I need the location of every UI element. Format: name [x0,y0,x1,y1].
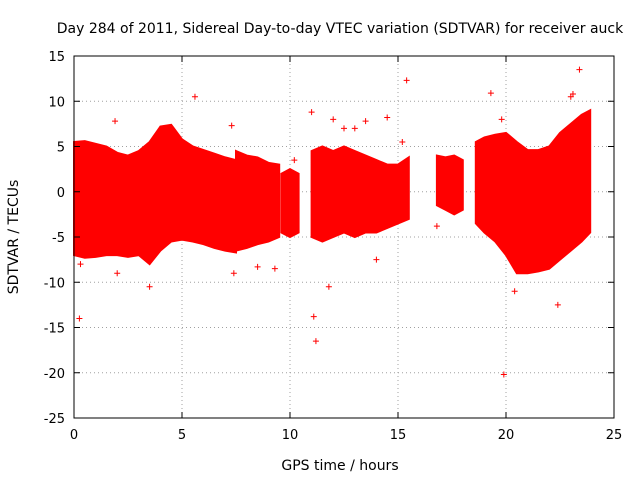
data-point [511,288,518,295]
data-point [146,283,153,290]
y-tick-label: -5 [52,231,65,246]
data-point [254,263,261,270]
data-point [399,138,406,145]
y-tick-label: 5 [57,141,65,156]
chart-title: Day 284 of 2011, Sidereal Day-to-day VTE… [57,21,624,37]
data-point [228,122,235,129]
data-point [362,118,369,125]
y-axis-label: SDTVAR / TECUs [6,180,22,295]
data-point [112,118,119,125]
data-point [433,223,440,230]
data-band-segment [310,145,410,243]
data-point [384,114,391,121]
data-point [77,261,84,268]
data-point [500,371,507,378]
data-point [191,93,198,100]
data-point [498,116,505,123]
data-point [310,313,317,320]
axis-ticks [73,55,615,419]
data-point [341,125,347,132]
y-tick-label: 15 [48,50,65,65]
y-axis-tick-labels: 15 10 5 0 -5 -10 -15 -20 -25 [44,50,65,427]
x-tick-label: 10 [282,428,299,443]
y-tick-label: -20 [44,367,65,382]
data-point [312,338,319,345]
data-point [487,90,494,97]
data-point [325,283,332,290]
y-tick-label: -10 [44,276,65,291]
data-band-segment [235,149,281,252]
x-tick-label: 5 [178,428,186,443]
x-axis-label: GPS time / hours [281,458,398,474]
y-tick-label: 0 [57,186,65,201]
data-point [308,109,315,116]
y-tick-label: 10 [48,95,65,110]
y-tick-label: -15 [44,322,65,337]
data-point [114,270,121,277]
data-point [351,125,358,132]
data-point [403,77,410,84]
plot-area [73,66,592,378]
data-band-segment [435,154,464,216]
data-point [271,265,278,272]
data-point [291,157,298,164]
x-axis-tick-labels: 0 5 10 15 20 25 [70,428,622,443]
x-tick-label: 0 [70,428,78,443]
data-band-segment [280,167,300,239]
data-band-segment [73,123,237,266]
data-point [373,256,380,263]
y-tick-label: -25 [44,412,65,427]
x-tick-label: 15 [390,428,407,443]
data-point [330,116,337,123]
data-point [576,66,583,73]
data-point [569,91,576,98]
data-point [76,315,83,322]
data-point [554,301,561,308]
data-point [230,270,237,277]
x-tick-label: 25 [606,428,623,443]
x-tick-label: 20 [498,428,515,443]
data-band-segment [474,108,592,275]
